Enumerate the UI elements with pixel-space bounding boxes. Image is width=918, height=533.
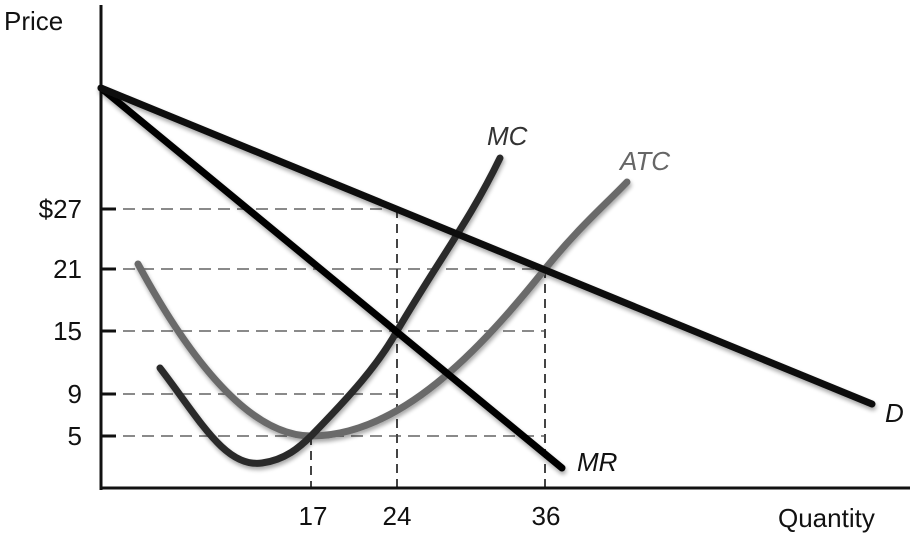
y-ticks	[101, 207, 116, 438]
y-tick-labels: $27 21 15 9 5	[39, 194, 82, 451]
y-tick-5: 5	[68, 421, 82, 451]
x-tick-labels: 17 24 36	[299, 501, 561, 531]
atc-label: ATC	[618, 146, 670, 176]
mr-label: MR	[577, 447, 617, 477]
vertical-guides	[310, 209, 546, 488]
mr-curve	[97, 84, 566, 472]
x-tick-36: 36	[532, 501, 561, 531]
y-tick-21: 21	[53, 254, 82, 284]
x-tick-17: 17	[299, 501, 328, 531]
atc-curve	[134, 178, 631, 440]
demand-curve	[97, 84, 876, 408]
y-axis-title: Price	[4, 6, 63, 36]
y-tick-9: 9	[68, 379, 82, 409]
x-tick-24: 24	[383, 501, 412, 531]
mc-label: MC	[487, 121, 528, 151]
y-tick-27: $27	[39, 194, 82, 224]
x-axis-title: Quantity	[778, 503, 875, 533]
y-tick-15: 15	[53, 316, 82, 346]
mc-curve	[156, 154, 504, 467]
demand-label: D	[885, 398, 904, 428]
